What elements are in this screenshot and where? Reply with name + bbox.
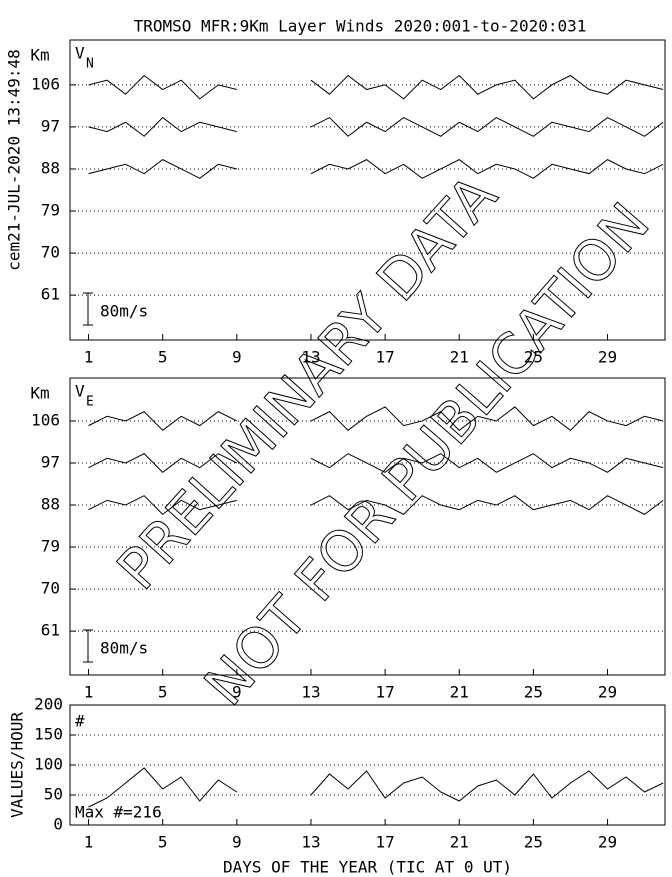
data-line (88, 116, 664, 137)
data-line (88, 406, 664, 431)
component-subscript: N (86, 57, 94, 72)
x-axis-label: DAYS OF THE YEAR (TIC AT 0 UT) (223, 858, 512, 877)
x-tick-label: 21 (450, 833, 469, 852)
chart-title: TROMSO MFR:9Km Layer Winds 2020:001-to-2… (134, 17, 587, 36)
x-tick-label: 1 (84, 833, 94, 852)
y-tick-label: 79 (41, 537, 60, 556)
x-tick-label: 29 (598, 683, 617, 702)
x-tick-label: 25 (524, 348, 543, 367)
y-tick-label: 106 (31, 74, 60, 93)
plot-frame (69, 377, 666, 676)
x-tick-label: 1 (84, 348, 94, 367)
y-tick-label: 200 (34, 695, 63, 714)
x-tick-label: 17 (375, 348, 394, 367)
x-tick-label: 25 (524, 833, 543, 852)
x-tick-label: 5 (158, 833, 168, 852)
x-tick-label: 29 (598, 833, 617, 852)
data-line (88, 767, 664, 808)
data-line (88, 74, 664, 100)
y-tick-label: 100 (34, 755, 63, 774)
scale-label: 80m/s (100, 639, 148, 658)
y-tick-label: 50 (44, 785, 63, 804)
x-tick-label: 13 (301, 348, 320, 367)
x-tick-label: 17 (375, 833, 394, 852)
x-tick-label: 21 (450, 348, 469, 367)
y-tick-label: 0 (53, 815, 63, 834)
component-label: V (75, 44, 85, 63)
y-axis-label: VALUES/HOUR (8, 712, 27, 818)
y-tick-label: 88 (41, 495, 60, 514)
x-tick-label: 21 (450, 683, 469, 702)
x-tick-label: 5 (158, 348, 168, 367)
y-tick-label: 61 (41, 621, 60, 640)
plot-frame (69, 39, 666, 341)
timestamp: cem21-JUL-2020 13:49:48 (5, 49, 24, 271)
annotation: Max #=216 (75, 803, 162, 822)
y-tick-label: 97 (41, 116, 60, 135)
x-tick-label: 9 (232, 348, 242, 367)
x-tick-label: 29 (598, 348, 617, 367)
annotation: # (75, 712, 85, 731)
x-tick-label: 13 (301, 683, 320, 702)
y-tick-label: 97 (41, 452, 60, 471)
data-line (88, 453, 664, 473)
y-tick-label: 150 (34, 725, 63, 744)
x-tick-label: 9 (232, 833, 242, 852)
x-tick-label: 9 (232, 683, 242, 702)
y-axis-label: Km (30, 46, 49, 65)
y-tick-label: 61 (41, 285, 60, 304)
scale-label: 80m/s (100, 302, 148, 321)
x-tick-label: 1 (84, 683, 94, 702)
component-label: V (75, 382, 85, 401)
y-tick-label: 106 (31, 410, 60, 429)
y-tick-label: 79 (41, 201, 60, 220)
y-tick-label: 70 (41, 579, 60, 598)
y-tick-label: 88 (41, 158, 60, 177)
x-tick-label: 17 (375, 683, 394, 702)
x-tick-label: 13 (301, 833, 320, 852)
data-line (88, 495, 664, 516)
x-tick-label: 5 (158, 683, 168, 702)
y-axis-label: Km (30, 384, 49, 403)
component-subscript: E (86, 395, 94, 410)
x-tick-label: 25 (524, 683, 543, 702)
data-line (88, 159, 664, 179)
y-tick-label: 70 (41, 243, 60, 262)
